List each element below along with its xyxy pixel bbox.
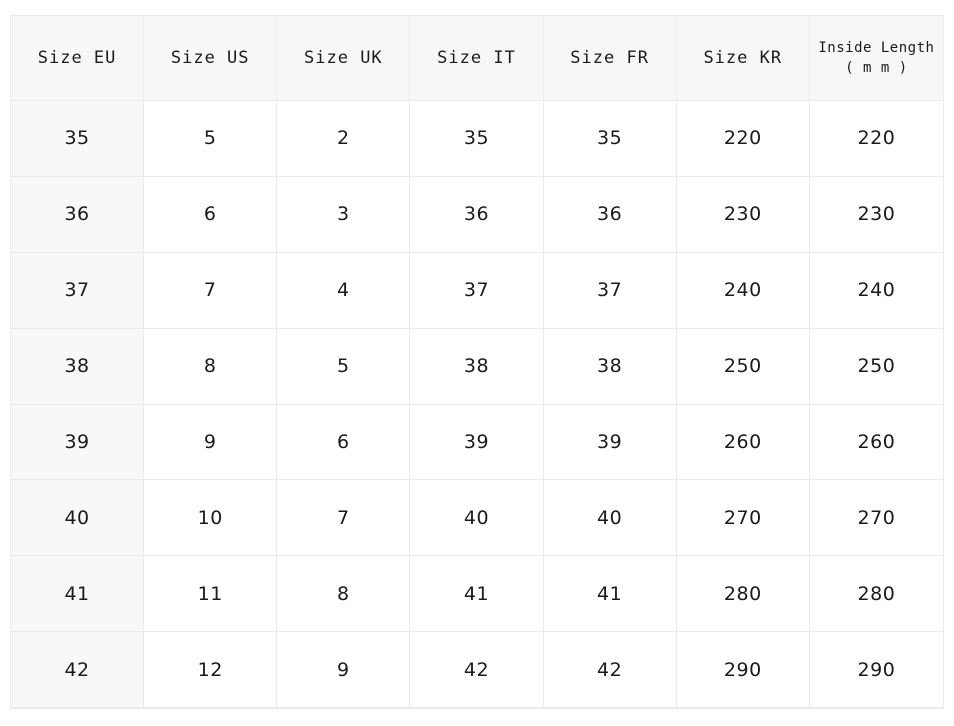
table-cell: 290: [809, 632, 943, 708]
table-cell: 5: [277, 328, 411, 405]
table-cell: 8: [144, 328, 278, 405]
table-cell: 6: [144, 176, 278, 253]
size-conversion-table: Size EU Size US Size UK Size IT Size FR Size …: [10, 15, 944, 709]
table-cell: 35: [11, 101, 145, 177]
table-cell: 38: [543, 328, 677, 405]
table-cell: 41: [11, 556, 145, 633]
table-cell: 8: [277, 556, 411, 633]
column-header-size-kr: Size KR: [676, 16, 810, 101]
table-cell: 230: [676, 176, 810, 253]
table-cell: 35: [410, 101, 544, 177]
table-cell: 38: [410, 328, 544, 405]
table-cell: 290: [676, 632, 810, 708]
column-header-label: Inside Length: [818, 39, 935, 56]
column-header-inside-length: Inside Length ( m m ): [809, 16, 943, 101]
table-cell: 9: [144, 404, 278, 481]
table-cell: 39: [11, 404, 145, 481]
table-cell: 3: [277, 176, 411, 253]
table-cell: 260: [809, 404, 943, 481]
table-cell: 6: [277, 404, 411, 481]
table-cell: 260: [676, 404, 810, 481]
table-cell: 41: [410, 556, 544, 633]
table-cell: 36: [410, 176, 544, 253]
column-header-label: Size FR: [570, 47, 649, 68]
table-cell: 220: [809, 101, 943, 177]
table-cell: 36: [543, 176, 677, 253]
table-cell: 280: [676, 556, 810, 633]
column-header-label: Size KR: [703, 47, 783, 68]
table-cell: 11: [144, 556, 278, 633]
column-header-size-us: Size US: [144, 16, 278, 101]
table-cell: 220: [676, 101, 810, 177]
table-cell: 240: [809, 252, 943, 329]
column-header-size-eu: Size EU: [11, 16, 145, 101]
column-header-label: Size UK: [304, 47, 383, 68]
table-cell: 42: [543, 632, 677, 708]
table-cell: 36: [11, 176, 145, 253]
table-cell: 42: [11, 632, 145, 708]
table-cell: 37: [410, 252, 544, 329]
table-cell: 39: [543, 404, 677, 481]
column-header-label: Size IT: [437, 47, 516, 68]
table-cell: 270: [676, 480, 810, 557]
table-cell: 37: [11, 252, 145, 329]
table-cell: 42: [410, 632, 544, 708]
table-cell: 270: [809, 480, 943, 557]
table-cell: 40: [410, 480, 544, 557]
column-header-label: Size US: [170, 47, 250, 68]
column-header-size-uk: Size UK: [277, 16, 411, 101]
table-cell: 4: [277, 252, 411, 329]
table-cell: 37: [543, 252, 677, 329]
column-header-size-fr: Size FR: [543, 16, 677, 101]
table-cell: 41: [543, 556, 677, 633]
table-cell: 250: [809, 328, 943, 405]
column-header-label: Size EU: [37, 47, 117, 68]
table-cell: 40: [543, 480, 677, 557]
table-cell: 40: [11, 480, 145, 557]
column-header-unit: ( m m ): [845, 60, 908, 76]
table-cell: 38: [11, 328, 145, 405]
table-cell: 230: [809, 176, 943, 253]
table-cell: 7: [144, 252, 278, 329]
table-cell: 12: [144, 632, 278, 708]
table-cell: 240: [676, 252, 810, 329]
table-cell: 7: [277, 480, 411, 557]
table-cell: 39: [410, 404, 544, 481]
table-cell: 10: [144, 480, 278, 557]
column-header-size-it: Size IT: [410, 16, 544, 101]
table-cell: 280: [809, 556, 943, 633]
table-cell: 35: [543, 101, 677, 177]
table-cell: 5: [144, 101, 278, 177]
table-cell: 9: [277, 632, 411, 708]
table-cell: 250: [676, 328, 810, 405]
table-cell: 2: [277, 101, 411, 177]
